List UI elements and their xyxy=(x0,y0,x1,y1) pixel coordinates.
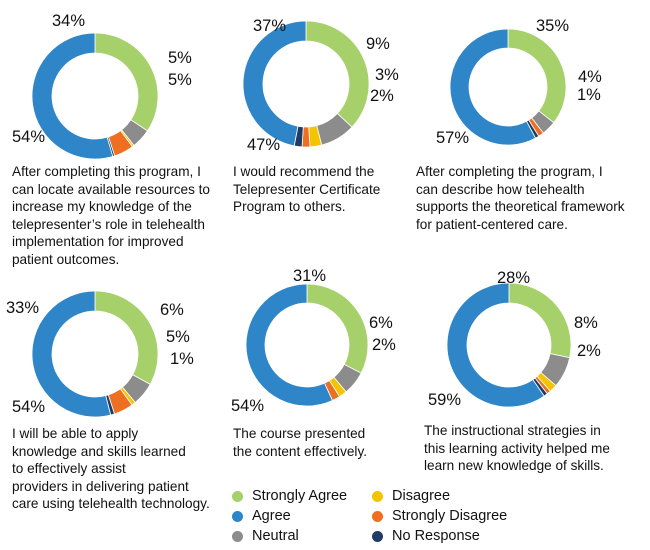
caption-line: Telepresenter Certificate xyxy=(233,181,381,197)
legend-swatch-strongly-disagree xyxy=(372,510,383,522)
slice-strongly-agree xyxy=(94,32,159,132)
slice-strongly-agree xyxy=(507,28,567,124)
donut-chart-2: 37% 47% 9% 3% 2% xyxy=(242,17,399,154)
caption-line: can locate available resources to xyxy=(12,181,210,197)
slice-agree xyxy=(245,283,333,407)
slice-strongly-agree xyxy=(305,20,370,128)
slice-agree xyxy=(446,282,545,408)
data-label-strongly-agree: 28% xyxy=(497,269,530,287)
legend-swatch-agree xyxy=(232,510,243,522)
caption-line: learn new knowledge of skills. xyxy=(424,458,604,473)
data-label-no-response: 2% xyxy=(370,87,394,105)
donut-chart-6: 28% 59% 8% 2% xyxy=(428,269,601,409)
slice-agree xyxy=(449,28,537,146)
caption-line: The instructional strategies in xyxy=(424,423,601,438)
data-label-neutral: 9% xyxy=(366,35,390,53)
legend-item-strongly-agree: Strongly Agree xyxy=(232,488,347,504)
data-label-agree: 54% xyxy=(12,128,45,146)
legend-swatch-strongly-agree xyxy=(232,490,243,502)
legend-item-strongly-disagree: Strongly Disagree xyxy=(372,508,507,524)
caption-line: The course presented xyxy=(233,426,366,441)
donut-chart-5: 31% 54% 6% 2% xyxy=(231,267,396,415)
donut-chart-1: 34% 54% 5% 5% xyxy=(12,12,192,160)
caption-line: implementation for improved xyxy=(12,234,184,249)
caption-line: supports the theoretical framework xyxy=(416,199,625,214)
legend-swatch-neutral xyxy=(232,530,243,542)
slice-agree xyxy=(31,32,114,160)
data-label-strongly-agree: 35% xyxy=(536,17,569,35)
data-label-disagree: 3% xyxy=(375,66,399,84)
caption-line: I would recommend the xyxy=(233,164,375,179)
caption-line: the content effectively. xyxy=(233,443,368,459)
data-label-strongly-agree: 33% xyxy=(6,299,39,317)
caption-chart-6: The instructional strategies in this lea… xyxy=(424,422,610,475)
data-label-neutral: 6% xyxy=(369,314,393,332)
slice-strongly-agree xyxy=(306,283,369,374)
chart-legend: Strongly Agree Agree Neutral Disagree St… xyxy=(232,486,552,548)
data-label-agree: 54% xyxy=(12,398,45,416)
caption-line: to effectively assist xyxy=(12,461,126,476)
data-label-strongly-disagree: 5% xyxy=(168,71,192,89)
caption-line: this learning activity helped me xyxy=(424,440,610,456)
caption-line: After completing the program, I xyxy=(416,164,603,179)
data-label-disagree: 2% xyxy=(577,342,601,360)
legend-item-agree: Agree xyxy=(232,508,291,524)
caption-line: increase my knowledge of the xyxy=(12,199,192,214)
legend-item-neutral: Neutral xyxy=(232,528,299,544)
data-label-neutral: 5% xyxy=(168,49,192,67)
data-label-disagree: 2% xyxy=(372,336,396,354)
data-label-neutral: 8% xyxy=(574,314,598,332)
caption-chart-3: After completing the program, I can desc… xyxy=(416,163,625,233)
caption-line: providers in delivering patient xyxy=(12,478,189,494)
legend-label: Neutral xyxy=(252,528,299,544)
legend-label: Strongly Agree xyxy=(252,488,348,504)
caption-chart-5: The course presented the content effecti… xyxy=(233,425,367,460)
legend-swatch-no-response xyxy=(372,530,383,542)
data-label-neutral: 6% xyxy=(160,301,184,319)
data-label-agree: 57% xyxy=(436,129,469,147)
slice-agree xyxy=(242,20,307,147)
legend-label: Strongly Disagree xyxy=(392,508,508,524)
caption-chart-1: After completing this program, I can loc… xyxy=(12,163,210,268)
caption-line: After completing this program, I xyxy=(12,164,201,179)
legend-item-no-response: No Response xyxy=(372,528,480,544)
data-label-strongly-agree: 34% xyxy=(52,12,85,30)
legend-label: Disagree xyxy=(392,488,451,504)
donut-chart-4: 33% 54% 6% 1% 5% xyxy=(6,290,194,418)
caption-line: care using telehealth technology. xyxy=(12,496,210,511)
slice-strongly-agree xyxy=(94,290,159,385)
legend-label: No Response xyxy=(392,528,480,544)
caption-chart-2: I would recommend the Telepresenter Cert… xyxy=(233,163,380,216)
data-label-strongly-agree: 37% xyxy=(253,17,286,35)
caption-line: telepresenter’s role in telehealth xyxy=(12,216,205,232)
slice-strongly-agree xyxy=(508,282,572,359)
data-label-agree: 47% xyxy=(247,136,280,154)
slice-agree xyxy=(31,290,112,418)
caption-line: can describe how telehealth xyxy=(416,181,585,197)
legend-swatch-disagree xyxy=(372,490,383,502)
legend-item-disagree: Disagree xyxy=(372,488,450,504)
caption-line: for patient-centered care. xyxy=(416,216,568,232)
data-label-strongly-disagree: 5% xyxy=(166,328,190,346)
data-label-no-response: 1% xyxy=(577,86,601,104)
data-label-disagree: 1% xyxy=(170,350,194,368)
caption-line: Program to others. xyxy=(233,199,346,214)
donut-chart-3: 35% 57% 4%1% xyxy=(436,17,602,147)
data-label-strongly-agree: 31% xyxy=(293,267,326,285)
caption-line: knowledge and skills learned xyxy=(12,443,186,459)
caption-chart-4: I will be able to apply knowledge and sk… xyxy=(12,425,210,513)
data-label-agree: 59% xyxy=(428,391,461,409)
data-label-agree: 54% xyxy=(231,397,264,415)
legend-label: Agree xyxy=(252,508,291,524)
data-label-neutral: 4% xyxy=(578,68,602,86)
caption-line: I will be able to apply xyxy=(12,426,139,441)
caption-line: patient outcomes. xyxy=(12,251,120,267)
